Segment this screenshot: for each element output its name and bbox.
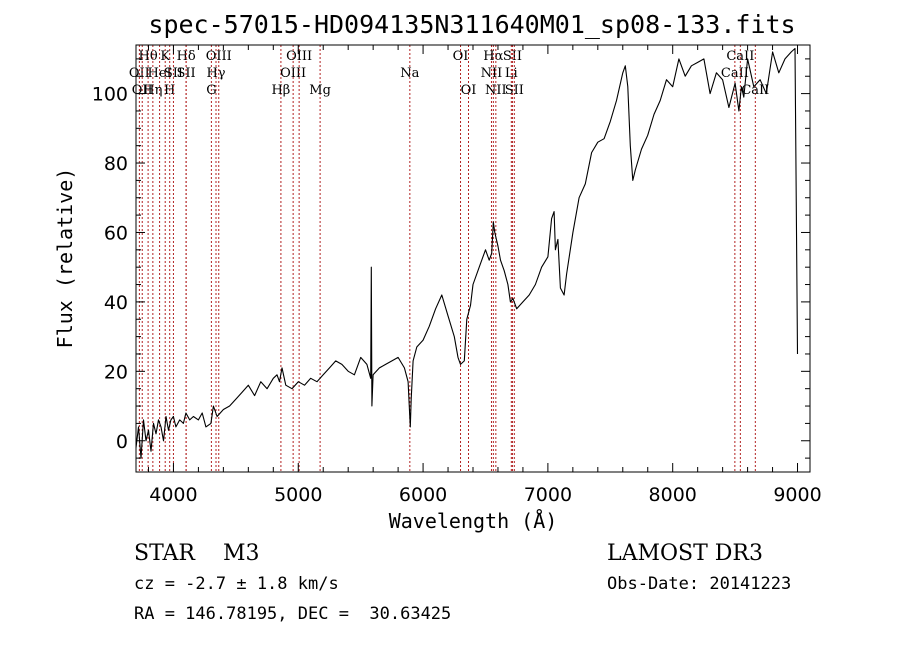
emission-line-label: Hγ [206, 66, 225, 81]
emission-line-markers: OIIOIIHθHηHeIKHSIIHδSIIGHγOIIIHβOIIIOIII… [129, 45, 769, 472]
observation-date: Obs-Date: 20141223 [607, 574, 791, 594]
x-axis-label: Wavelength (Å) [389, 509, 558, 533]
emission-line-label: SII [505, 83, 524, 98]
emission-line-label: Hβ [271, 83, 290, 98]
object-class: STAR M3 [134, 541, 260, 566]
emission-line-label: OI [453, 49, 469, 64]
emission-line-label: Li [505, 66, 518, 81]
emission-line-label: SII [503, 49, 522, 64]
x-tick-label: 5000 [274, 484, 322, 506]
y-tick-label: 80 [104, 153, 128, 175]
emission-line-label: Hη [143, 83, 162, 98]
sky-coordinates: RA = 146.78195, DEC = 30.63425 [134, 604, 451, 624]
y-tick-label: 100 [92, 84, 128, 106]
x-tick-label: 7000 [524, 484, 572, 506]
x-tick-label: 6000 [399, 484, 447, 506]
emission-line-label: H [164, 83, 175, 98]
emission-line-label: NII [481, 66, 503, 81]
emission-line-label: CaII [726, 49, 754, 64]
emission-line-label: OIII [280, 66, 306, 81]
y-tick-label: 60 [104, 222, 128, 244]
emission-line-label: K [160, 49, 170, 64]
chart-title: spec-57015-HD094135N311640M01_sp08-133.f… [148, 10, 795, 39]
y-tick-label: 0 [116, 431, 128, 453]
emission-line-label: OIII [286, 49, 312, 64]
emission-line-label: OII [132, 83, 153, 98]
emission-line-label: OII [129, 66, 150, 81]
emission-line-label: OI [461, 83, 477, 98]
emission-line-label: CaII [741, 83, 769, 98]
y-tick-label: 20 [104, 361, 128, 383]
emission-line-label: Hθ [139, 49, 158, 64]
y-tick-label: 40 [104, 292, 128, 314]
emission-line-label: Hδ [177, 49, 196, 64]
plot-frame [135, 44, 811, 473]
emission-line-label: Hα [483, 49, 503, 64]
emission-line-label: G [206, 83, 216, 98]
x-tick-label: 8000 [649, 484, 697, 506]
emission-line-label: CaII [721, 66, 749, 81]
emission-line-label: Mg [309, 83, 331, 98]
survey-release: LAMOST DR3 [607, 541, 763, 566]
spectrum-series [135, 47, 799, 459]
x-tick-label: 9000 [773, 484, 821, 506]
spectrum-line [135, 47, 799, 459]
emission-line-label: OIII [206, 49, 232, 64]
emission-line-label: SII [176, 66, 195, 81]
redshift-velocity: cz = -2.7 ± 1.8 km/s [134, 574, 339, 594]
emission-line-label: Na [400, 66, 419, 81]
emission-line-label: SII [164, 66, 183, 81]
x-tick-label: 4000 [149, 484, 197, 506]
y-axis-label: Flux (relative) [53, 168, 77, 349]
axis-ticks: 4000 5000 6000 7000 8000 9000 0 20 40 60 80 100 [92, 45, 822, 506]
emission-line-label: NII [485, 83, 507, 98]
